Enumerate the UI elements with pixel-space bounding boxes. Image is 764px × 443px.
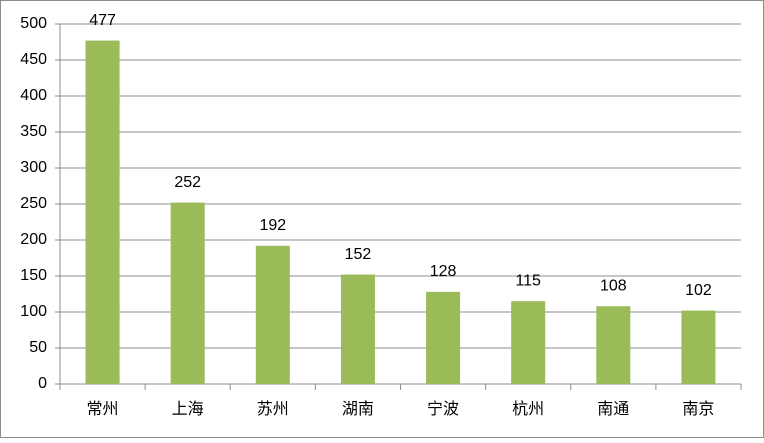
data-label: 152	[345, 246, 372, 263]
y-tick-label: 150	[20, 267, 47, 284]
data-label: 192	[259, 217, 286, 234]
y-tick-label: 250	[20, 195, 47, 212]
x-tick-label: 苏州	[257, 400, 289, 418]
bar	[255, 245, 290, 384]
bar	[681, 310, 716, 384]
bar	[170, 202, 205, 384]
y-tick-label: 350	[20, 123, 47, 140]
bar	[596, 306, 631, 384]
bar	[340, 274, 375, 384]
x-tick-label: 宁波	[427, 400, 459, 418]
x-tick-label: 上海	[172, 400, 204, 418]
data-label: 477	[89, 12, 116, 29]
data-label: 252	[174, 174, 201, 191]
bar	[85, 40, 120, 385]
x-tick-label: 杭州	[512, 400, 544, 418]
y-tick-label: 0	[38, 375, 47, 392]
x-tick-label: 南京	[682, 400, 714, 418]
x-tick-label: 湖南	[342, 400, 374, 418]
data-label: 115	[515, 272, 541, 289]
y-tick-label: 500	[20, 15, 47, 32]
x-tick-label: 常州	[87, 400, 119, 418]
data-label: 128	[430, 263, 457, 280]
bar	[426, 291, 461, 384]
y-tick-label: 200	[20, 231, 47, 248]
y-tick-label: 450	[20, 51, 47, 68]
y-tick-label: 300	[20, 159, 47, 176]
data-label: 108	[600, 277, 627, 294]
y-tick-label: 50	[29, 339, 47, 356]
x-tick-label: 南通	[597, 400, 629, 418]
y-tick-label: 400	[20, 87, 47, 104]
data-label: 102	[685, 282, 712, 299]
y-tick-label: 100	[20, 303, 47, 320]
bar	[511, 301, 546, 384]
